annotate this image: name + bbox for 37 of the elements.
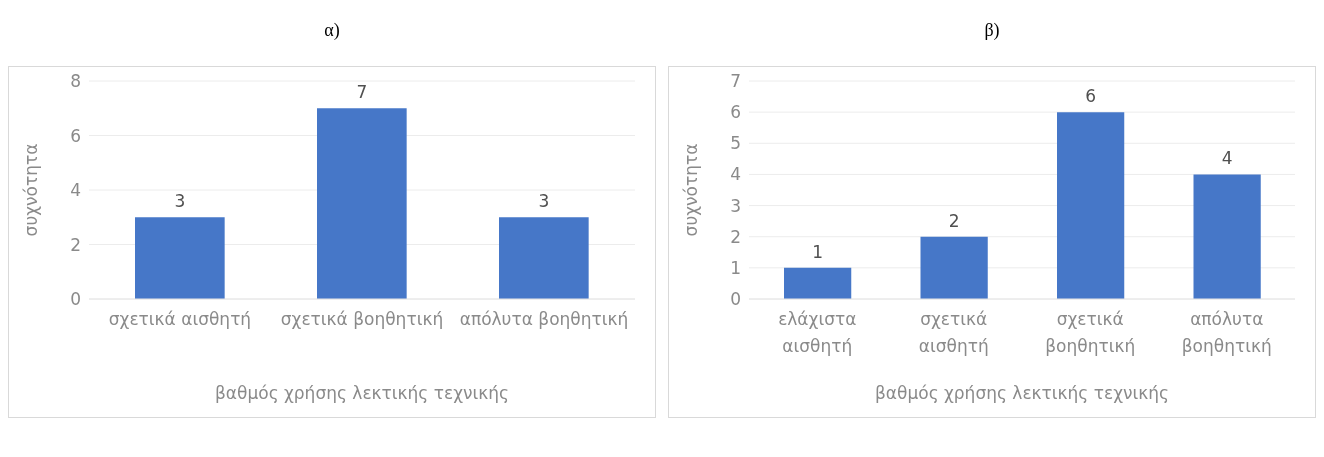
y-tick-label: 3 (730, 195, 741, 216)
y-axis-title: συχνότητα (21, 143, 42, 237)
bar (920, 236, 988, 299)
data-label: 3 (538, 191, 550, 212)
x-tick-label: σχετικά αισθητή (918, 309, 989, 357)
x-tick-label: σχετικά βοηθητική (280, 309, 444, 330)
data-label: 1 (812, 241, 824, 262)
bar (1193, 174, 1261, 299)
data-label: 6 (1085, 86, 1097, 107)
x-tick-label: απόλυτα βοηθητική (459, 309, 629, 330)
y-tick-label: 1 (730, 257, 741, 278)
x-tick-label: σχετικά αισθητή (108, 309, 252, 330)
y-tick-label: 6 (730, 102, 741, 123)
data-label: 3 (174, 191, 186, 212)
x-axis-title: βαθμός χρήσης λεκτικής τεχνικής (874, 383, 1170, 403)
bar (1057, 112, 1125, 299)
y-tick-label: 5 (730, 133, 741, 154)
y-tick-label: 0 (70, 289, 81, 310)
data-label: 2 (948, 210, 960, 231)
bar (784, 267, 852, 299)
x-tick-label: ελάχιστα αισθητή (778, 309, 857, 357)
y-tick-label: 7 (730, 71, 741, 92)
y-tick-label: 2 (70, 234, 81, 255)
y-tick-label: 2 (730, 226, 741, 247)
y-tick-label: 8 (70, 71, 81, 92)
y-axis-title: συχνότητα (681, 143, 702, 237)
x-axis-title: βαθμός χρήσης λεκτικής τεχνικής (214, 383, 510, 403)
y-tick-label: 4 (730, 164, 741, 185)
y-tick-label: 0 (730, 289, 741, 310)
data-label: 7 (356, 82, 368, 103)
x-tick-label: απόλυτα βοηθητική (1181, 309, 1272, 357)
y-tick-label: 4 (70, 180, 81, 201)
chart-title: β) (983, 19, 1001, 42)
y-tick-label: 6 (70, 125, 81, 146)
x-tick-label: σχετικά βοηθητική (1045, 309, 1136, 357)
data-label: 4 (1221, 148, 1233, 169)
chart-title: α) (323, 19, 341, 42)
